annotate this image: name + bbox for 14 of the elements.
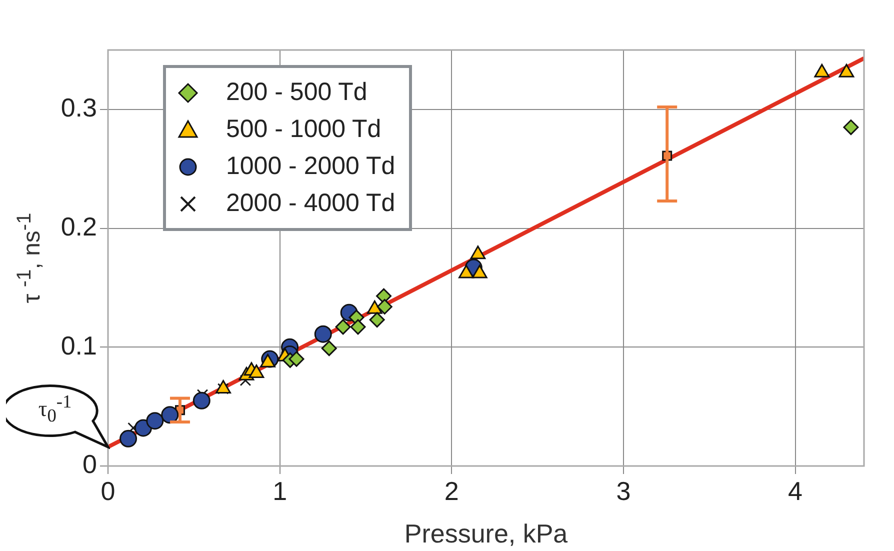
x-tick-label: 3: [616, 476, 631, 506]
legend-label: 1000 - 2000 Td: [226, 152, 396, 181]
y-tick-label: 0.2: [60, 211, 97, 242]
x-tick-label: 1: [272, 476, 288, 506]
y-tick-label: 0: [82, 449, 97, 480]
x-tick-label: 0: [100, 476, 116, 506]
x-tick-label: 2: [444, 476, 459, 506]
y-tick-label: 0.1: [60, 330, 97, 360]
legend-label: 2000 - 4000 Td: [226, 189, 396, 218]
legend-label: 500 - 1000 Td: [226, 115, 382, 144]
x-axis-title: Pressure, kPa: [404, 518, 568, 549]
legend-label: 200 - 500 Td: [226, 78, 368, 107]
x-tick-label: 4: [788, 476, 803, 506]
y-tick-label: 0.3: [60, 92, 97, 123]
